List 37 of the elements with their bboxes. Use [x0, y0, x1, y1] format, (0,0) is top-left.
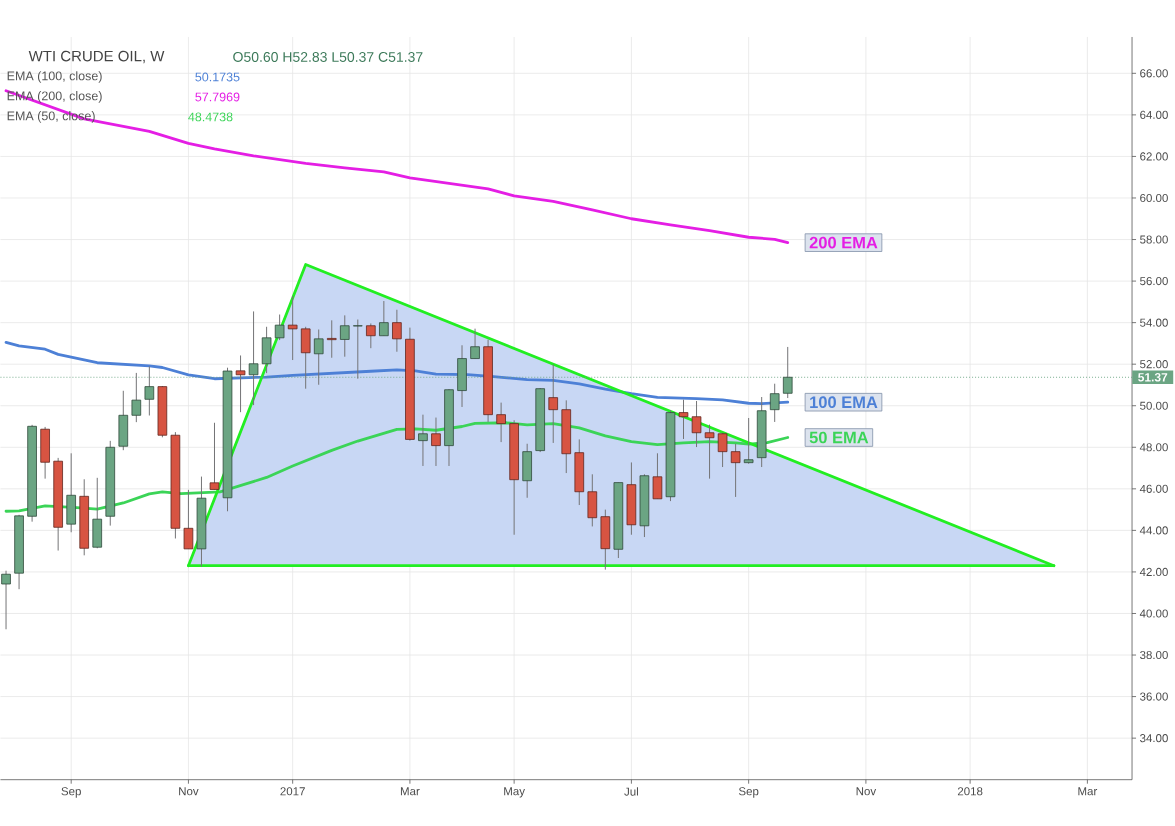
x-tick-label: Sep: [61, 787, 81, 798]
y-tick-label: 44.00: [1139, 526, 1168, 535]
x-tick-label: Sep: [738, 787, 759, 798]
series-label: 200 EMA: [809, 236, 878, 249]
y-tick-label: 60.00: [1140, 194, 1168, 203]
text: WTI CRUDE OIL, W: [28, 50, 165, 64]
annotation: 57.7969: [195, 92, 240, 102]
ref-line-label: 51.37: [1138, 373, 1168, 382]
y-tick-label: 34.00: [1140, 734, 1168, 743]
y-tick-label: 56.00: [1140, 277, 1168, 286]
x-tick-label: Mar: [400, 787, 420, 796]
annotation: 48.4738: [188, 112, 233, 122]
y-tick-label: 48.00: [1139, 443, 1168, 452]
x-tick-label: Jul: [624, 787, 638, 796]
x-tick-label: Mar: [1078, 787, 1098, 796]
y-tick-label: 66.00: [1140, 69, 1168, 78]
y-tick-label: 50.00: [1140, 401, 1168, 410]
y-tick-label: 36.00: [1140, 692, 1168, 701]
y-tick-label: 46.00: [1139, 484, 1168, 494]
y-tick-label: 38.00: [1140, 651, 1168, 660]
y-tick-label: 42.00: [1139, 568, 1168, 577]
x-tick-label: May: [504, 787, 525, 798]
series-label: 100 EMA: [810, 396, 878, 409]
annotation: 50.1735: [195, 72, 240, 82]
series-label: 50 EMA: [809, 431, 869, 444]
x-tick-label: 2018: [957, 787, 983, 796]
x-tick-label: Nov: [179, 787, 199, 796]
y-tick-label: 62.00: [1140, 152, 1168, 161]
y-tick-label: 40.00: [1139, 609, 1168, 618]
y-tick-label: 54.00: [1140, 318, 1168, 327]
x-tick-label: 2017: [280, 787, 305, 796]
y-tick-label: 58.00: [1140, 235, 1168, 244]
y-tick-label: 52.00: [1140, 360, 1168, 369]
x-tick-label: Nov: [856, 787, 877, 796]
y-tick-label: 64.00: [1140, 110, 1168, 120]
annotation: O50.60 H52.83 L50.37 C51.37: [233, 52, 423, 63]
annotation: EMA (100, close): [7, 71, 102, 83]
